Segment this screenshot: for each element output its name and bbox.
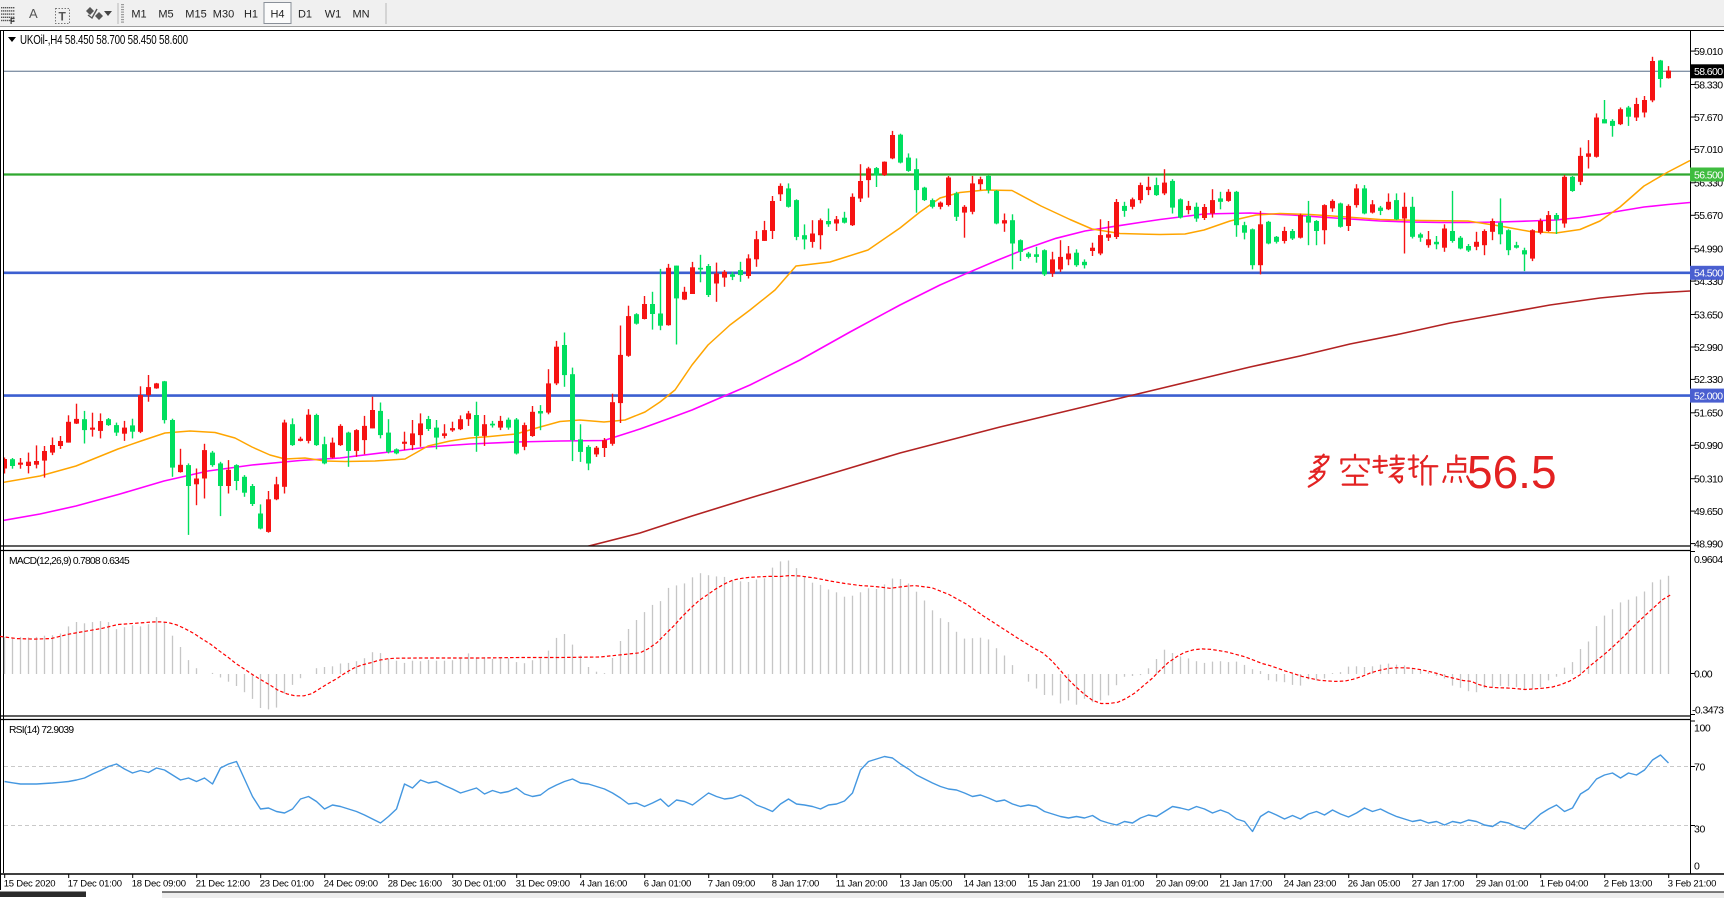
svg-text:56.5: 56.5 xyxy=(1467,446,1557,498)
svg-text:23 Dec 01:00: 23 Dec 01:00 xyxy=(260,879,314,890)
svg-text:70: 70 xyxy=(1694,761,1705,773)
svg-text:51.650: 51.650 xyxy=(1694,408,1723,420)
svg-text:56.500: 56.500 xyxy=(1694,169,1723,181)
svg-text:20 Jan 09:00: 20 Jan 09:00 xyxy=(1156,879,1209,890)
svg-text:26 Jan 05:00: 26 Jan 05:00 xyxy=(1348,879,1401,890)
svg-text:54.500: 54.500 xyxy=(1694,268,1723,280)
svg-text:0.9604: 0.9604 xyxy=(1694,554,1723,566)
svg-text:49.650: 49.650 xyxy=(1694,506,1723,518)
svg-text:31 Dec 09:00: 31 Dec 09:00 xyxy=(516,879,570,890)
svg-text:58.600: 58.600 xyxy=(1694,66,1723,78)
svg-text:14 Jan 13:00: 14 Jan 13:00 xyxy=(964,879,1017,890)
svg-text:18 Dec 09:00: 18 Dec 09:00 xyxy=(132,879,186,890)
svg-text:30 Dec 01:00: 30 Dec 01:00 xyxy=(452,879,506,890)
svg-text:A: A xyxy=(29,6,38,21)
svg-text:0: 0 xyxy=(1694,861,1700,873)
svg-text:M30: M30 xyxy=(213,9,234,21)
svg-text:T: T xyxy=(59,10,67,24)
svg-text:-0.3473: -0.3473 xyxy=(1692,705,1724,717)
svg-text:19 Jan 01:00: 19 Jan 01:00 xyxy=(1092,879,1145,890)
svg-text:13 Jan 05:00: 13 Jan 05:00 xyxy=(900,879,953,890)
svg-text:15 Jan 21:00: 15 Jan 21:00 xyxy=(1028,879,1081,890)
svg-text:58.330: 58.330 xyxy=(1694,79,1723,91)
svg-text:H1: H1 xyxy=(244,9,258,21)
svg-text:UKOil-,H4 58.450 58.700 58.45: UKOil-,H4 58.450 58.700 58.450 58.600 xyxy=(20,34,188,47)
svg-text:RSI(14) 72.9039: RSI(14) 72.9039 xyxy=(9,725,74,736)
svg-text:11 Jan 20:00: 11 Jan 20:00 xyxy=(836,879,888,890)
svg-text:52.000: 52.000 xyxy=(1694,390,1723,402)
svg-text:53.650: 53.650 xyxy=(1694,309,1723,321)
svg-text:M15: M15 xyxy=(185,9,206,21)
svg-text:MACD(12,26,9) 0.7808 0.6345: MACD(12,26,9) 0.7808 0.6345 xyxy=(9,556,130,567)
svg-text:28 Dec 16:00: 28 Dec 16:00 xyxy=(388,879,442,890)
svg-text:21 Jan 17:00: 21 Jan 17:00 xyxy=(1220,879,1273,890)
svg-text:57.010: 57.010 xyxy=(1694,144,1723,156)
svg-text:29 Jan 01:00: 29 Jan 01:00 xyxy=(1476,879,1529,890)
svg-text:52.990: 52.990 xyxy=(1694,342,1723,354)
svg-text:M1: M1 xyxy=(131,9,146,21)
svg-text:50.310: 50.310 xyxy=(1694,474,1723,486)
svg-text:M5: M5 xyxy=(158,9,173,21)
svg-text:MN: MN xyxy=(352,9,369,21)
svg-text:0.00: 0.00 xyxy=(1694,668,1713,680)
svg-text:48.990: 48.990 xyxy=(1694,538,1723,550)
svg-text:52.330: 52.330 xyxy=(1694,374,1723,386)
svg-text:50.990: 50.990 xyxy=(1694,440,1723,452)
svg-text:15 Dec 2020: 15 Dec 2020 xyxy=(4,879,56,890)
svg-text:57.670: 57.670 xyxy=(1694,112,1723,124)
svg-text:D1: D1 xyxy=(298,9,312,21)
svg-text:27 Jan 17:00: 27 Jan 17:00 xyxy=(1412,879,1465,890)
svg-text:4 Jan 16:00: 4 Jan 16:00 xyxy=(580,879,627,890)
svg-text:H4: H4 xyxy=(270,9,284,21)
svg-text:3 Feb 21:00: 3 Feb 21:00 xyxy=(1668,879,1717,890)
svg-text:8 Jan 17:00: 8 Jan 17:00 xyxy=(772,879,819,890)
svg-text:24 Dec 09:00: 24 Dec 09:00 xyxy=(324,879,378,890)
svg-text:100: 100 xyxy=(1694,723,1711,735)
svg-text:24 Jan 23:00: 24 Jan 23:00 xyxy=(1284,879,1337,890)
svg-text:30: 30 xyxy=(1694,824,1705,836)
svg-text:21 Dec 12:00: 21 Dec 12:00 xyxy=(196,879,250,890)
svg-text:6 Jan 01:00: 6 Jan 01:00 xyxy=(644,879,691,890)
svg-text:F: F xyxy=(10,17,15,26)
svg-text:W1: W1 xyxy=(325,9,342,21)
svg-text:2 Feb 13:00: 2 Feb 13:00 xyxy=(1604,879,1653,890)
svg-text:54.990: 54.990 xyxy=(1694,244,1723,256)
svg-text:59.010: 59.010 xyxy=(1694,46,1723,58)
svg-text:17 Dec 01:00: 17 Dec 01:00 xyxy=(68,879,122,890)
svg-text:1 Feb 04:00: 1 Feb 04:00 xyxy=(1540,879,1589,890)
svg-text:7 Jan 09:00: 7 Jan 09:00 xyxy=(708,879,755,890)
svg-text:55.670: 55.670 xyxy=(1694,210,1723,222)
